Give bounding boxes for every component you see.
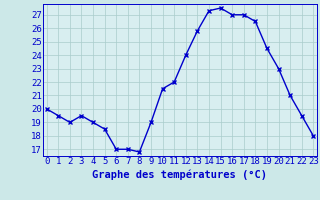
X-axis label: Graphe des températures (°C): Graphe des températures (°C) [92,169,268,180]
